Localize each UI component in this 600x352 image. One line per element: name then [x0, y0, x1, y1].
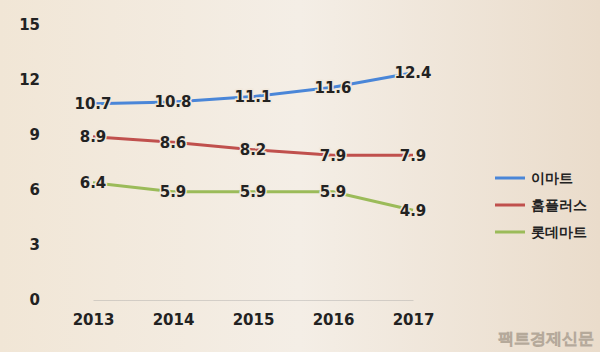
x-tick-label: 2016: [313, 311, 355, 329]
legend-label: 롯데마트: [531, 224, 587, 240]
y-axis: 0 3 6 9 12 15: [19, 16, 48, 309]
y-tick-label: 15: [19, 16, 40, 34]
legend-swatch: [495, 204, 525, 207]
chart: 0 3 6 9 12 15 2013 2014 2015 2016 2017 10.7 10.8 11.1…: [0, 0, 600, 352]
x-tick-label: 2014: [153, 311, 195, 329]
x-tick-label: 2013: [73, 311, 115, 329]
y-tick-label: 9: [30, 126, 40, 144]
y-tick: 12: [19, 71, 48, 89]
y-tick: 15: [19, 16, 48, 34]
y-tick: 3: [30, 236, 48, 254]
data-label: 7.9: [320, 147, 347, 165]
data-label: 7.9: [400, 147, 427, 165]
watermark: 팩트경제신문: [498, 329, 594, 348]
y-tick: 0: [30, 291, 48, 309]
legend-item: 롯데마트: [495, 224, 587, 240]
y-tick: 9: [30, 126, 48, 144]
data-label: 4.9: [400, 202, 427, 220]
legend-item: 이마트: [495, 170, 573, 186]
data-label: 12.4: [394, 64, 431, 82]
x-tick: 2017: [393, 300, 435, 329]
x-tick: 2014: [153, 300, 195, 329]
data-label: 11.6: [314, 79, 351, 97]
x-tick-label: 2017: [393, 311, 435, 329]
data-label: 8.9: [80, 128, 107, 146]
legend-label: 홈플러스: [531, 197, 587, 213]
data-label: 6.4: [80, 174, 107, 192]
data-label: 11.1: [234, 88, 271, 106]
data-label: 5.9: [320, 183, 347, 201]
data-label: 10.8: [154, 93, 191, 111]
x-tick-label: 2015: [233, 311, 275, 329]
y-tick: 6: [30, 181, 48, 199]
background: [0, 0, 600, 352]
data-label: 10.7: [74, 95, 111, 113]
lines: [93, 73, 413, 211]
x-tick: 2015: [233, 300, 275, 329]
data-label: 5.9: [240, 183, 267, 201]
legend-swatch: [495, 177, 525, 180]
data-labels: 10.7 10.8 11.1 11.6 12.4 8.9 8.6 8.2 7.9 7.9 6.4 5.…: [74, 64, 431, 220]
data-label: 8.6: [160, 134, 187, 152]
data-label: 5.9: [160, 183, 187, 201]
y-tick-label: 12: [19, 71, 40, 89]
y-tick-label: 3: [30, 236, 40, 254]
x-tick: 2016: [313, 300, 355, 329]
x-axis: 2013 2014 2015 2016 2017: [73, 300, 435, 329]
y-tick-label: 0: [30, 291, 40, 309]
x-axis-line: [94, 300, 414, 301]
y-axis-line: [48, 26, 49, 301]
legend-swatch: [495, 231, 525, 234]
x-tick: 2013: [73, 300, 115, 329]
y-tick-label: 6: [30, 181, 40, 199]
series-line: [93, 183, 413, 211]
data-label: 8.2: [240, 141, 267, 159]
legend: 이마트홈플러스롯데마트: [495, 170, 587, 240]
legend-item: 홈플러스: [495, 197, 587, 213]
legend-label: 이마트: [531, 170, 573, 186]
